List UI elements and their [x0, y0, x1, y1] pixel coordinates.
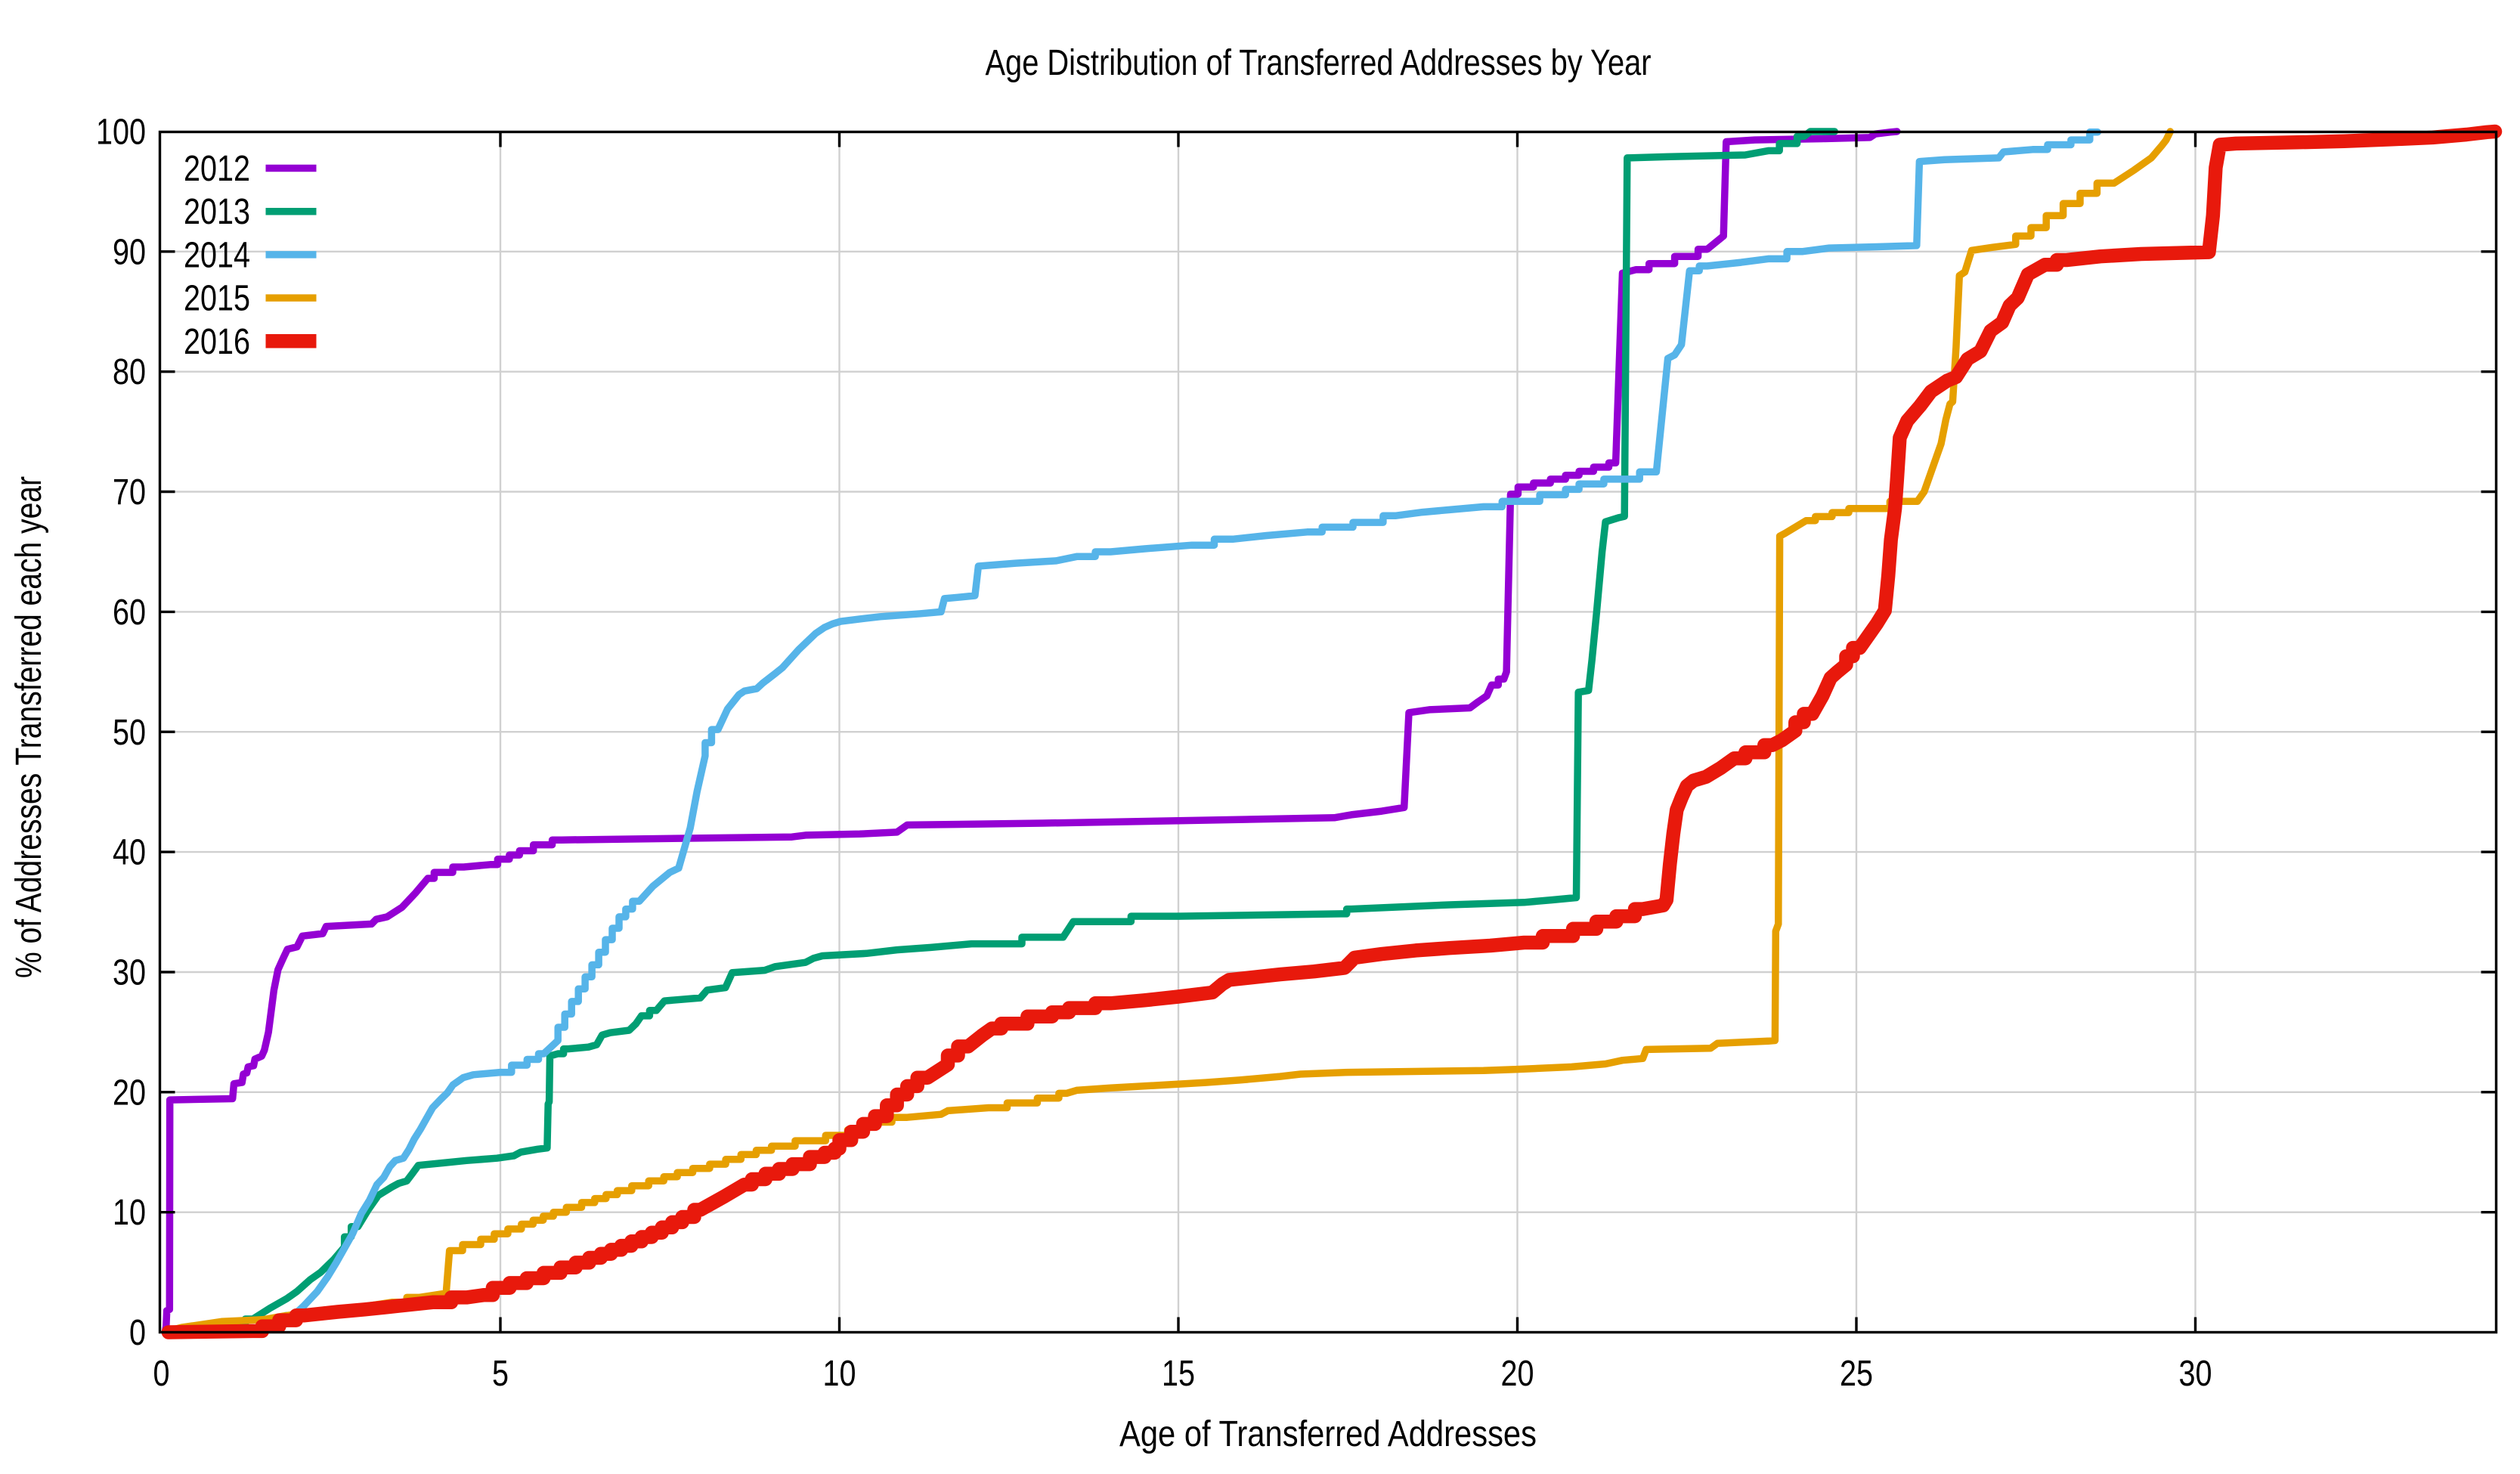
svg-text:25: 25: [1840, 1354, 1873, 1394]
svg-text:0: 0: [129, 1313, 146, 1353]
svg-text:20: 20: [1501, 1354, 1534, 1394]
svg-text:Age of Transferred Addresses: Age of Transferred Addresses: [1119, 1414, 1537, 1454]
svg-text:30: 30: [113, 952, 146, 992]
svg-text:70: 70: [113, 472, 146, 512]
svg-text:2014: 2014: [184, 235, 250, 275]
svg-text:2015: 2015: [184, 279, 250, 319]
svg-text:100: 100: [96, 113, 146, 153]
svg-text:0: 0: [153, 1354, 170, 1394]
svg-text:30: 30: [2179, 1354, 2212, 1394]
svg-text:2013: 2013: [184, 192, 250, 232]
svg-text:10: 10: [113, 1193, 146, 1233]
svg-text:5: 5: [492, 1354, 509, 1394]
svg-text:% of Addresses Transferred eac: % of Addresses Transferred each year: [9, 476, 49, 978]
svg-text:80: 80: [113, 352, 146, 392]
svg-text:90: 90: [113, 232, 146, 272]
svg-text:Age Distribution of Transferre: Age Distribution of Transferred Addresse…: [986, 43, 1652, 83]
svg-text:2016: 2016: [184, 322, 250, 362]
svg-text:2012: 2012: [184, 149, 250, 189]
svg-text:60: 60: [113, 593, 146, 633]
svg-text:20: 20: [113, 1073, 146, 1113]
svg-text:10: 10: [823, 1354, 856, 1394]
svg-text:40: 40: [113, 833, 146, 873]
svg-text:15: 15: [1162, 1354, 1195, 1394]
svg-text:50: 50: [113, 713, 146, 753]
